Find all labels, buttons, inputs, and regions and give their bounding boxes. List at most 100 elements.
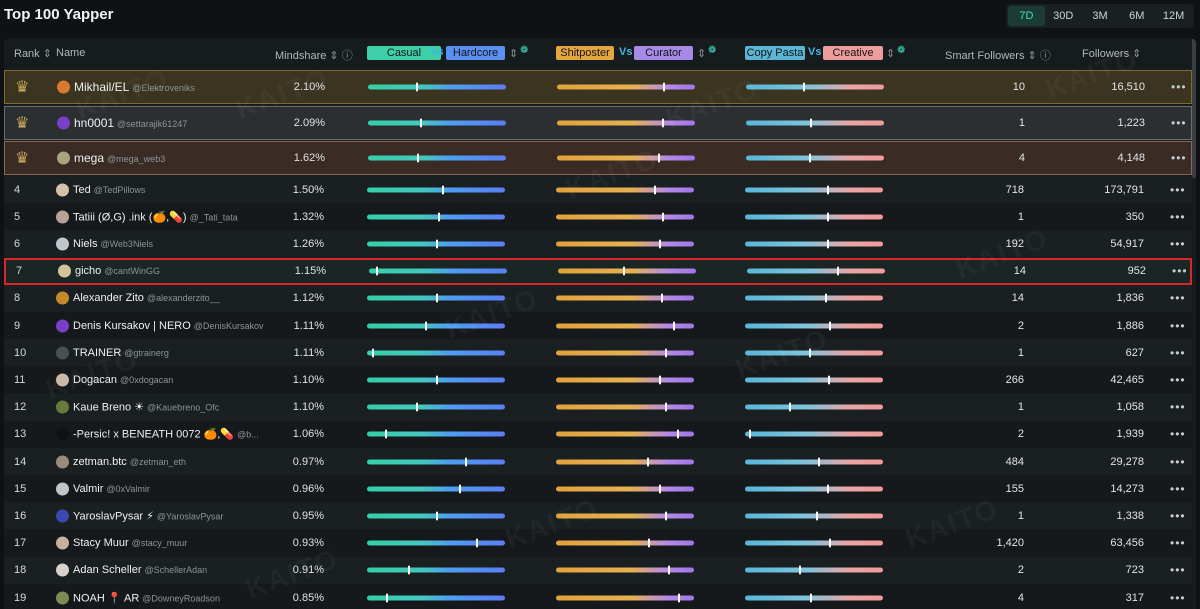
smart-followers-header[interactable]: Smart Followers ⇕ ⓘ — [945, 50, 1051, 62]
more-icon[interactable]: ••• — [1170, 536, 1186, 551]
user-name[interactable]: zetman.btc @zetman_eth — [73, 456, 186, 468]
avatar[interactable] — [56, 427, 69, 441]
table-row[interactable]: 11 Dogacan @0xdogacan 1.10% 266 42,465 ••• — [4, 366, 1192, 394]
mindshare-value: 0.97% — [292, 455, 324, 468]
avatar[interactable] — [56, 591, 69, 604]
tab-30d[interactable]: 30D — [1053, 10, 1074, 22]
user-name[interactable]: YaroslavPysar ⚡ @YaroslavPysar — [73, 509, 223, 522]
info-icon: ⓘ — [1039, 50, 1051, 62]
avatar[interactable] — [56, 346, 69, 360]
avatar[interactable] — [56, 536, 69, 550]
user-name[interactable]: Mikhail/EL @Elektroveniks — [74, 80, 195, 94]
user-name[interactable]: TRAINER @gtrainerg — [73, 347, 169, 359]
tab-12m[interactable]: 12M — [1162, 10, 1185, 22]
table-row[interactable]: ♛ Mikhail/EL @Elektroveniks 2.10% 10 16,510 ••… — [4, 70, 1192, 104]
gear-icon[interactable]: ❁ — [708, 45, 717, 56]
more-icon[interactable]: ••• — [1170, 563, 1186, 578]
followers-header[interactable]: Followers ⇕ — [1082, 48, 1142, 60]
table-row[interactable]: 9 Denis Kursakov | NERO @DenisKursakov 1.11… — [4, 312, 1192, 339]
tab-3m[interactable]: 3M — [1092, 10, 1108, 22]
gear-icon[interactable]: ❁ — [520, 45, 529, 56]
table-row[interactable]: ♛ mega @mega_web3 1.62% 4 4,148 ••• — [4, 141, 1192, 175]
more-icon[interactable]: ••• — [1172, 264, 1188, 279]
avatar[interactable] — [57, 151, 70, 165]
table-row[interactable]: 12 Kaue Breno ☀ @Kauebreno_Ofc 1.10% 1 1,058 •… — [4, 393, 1192, 421]
table-row[interactable]: 6 Niels @Web3Niels 1.26% 192 54,917 ••• — [4, 230, 1192, 258]
avatar[interactable] — [56, 400, 69, 414]
user-name[interactable]: Adan Scheller @SchellerAdan — [73, 564, 207, 576]
rank-header[interactable]: Rank ⇕ — [14, 48, 52, 60]
more-icon[interactable]: ••• — [1170, 182, 1186, 197]
more-icon[interactable]: ••• — [1170, 400, 1186, 415]
user-name[interactable]: NOAH 📍 AR @DowneyRoadson — [73, 591, 220, 604]
table-row[interactable]: 15 Valmir @0xValmir 0.96% 155 14,273 ••• — [4, 475, 1192, 503]
user-name[interactable]: Ted @TedPillows — [73, 184, 145, 196]
user-name[interactable]: Denis Kursakov | NERO @DenisKursakov — [73, 320, 263, 332]
user-name[interactable]: mega @mega_web3 — [74, 151, 165, 165]
avatar[interactable] — [56, 563, 69, 577]
avatar[interactable] — [56, 373, 69, 387]
avatar[interactable] — [56, 183, 69, 196]
user-name[interactable]: gicho @cantWinGG — [75, 265, 160, 277]
more-icon[interactable]: ••• — [1170, 508, 1186, 523]
avatar[interactable] — [56, 509, 69, 523]
avatar[interactable] — [56, 291, 69, 305]
user-name[interactable]: Alexander Zito @alexanderzito__ — [73, 292, 220, 304]
table-row[interactable]: 14 zetman.btc @zetman_eth 0.97% 484 29,278 ••• — [4, 448, 1192, 475]
user-name[interactable]: hn0001 @settarajik61247 — [74, 116, 187, 130]
sort-icon[interactable]: ⇕ — [697, 48, 707, 60]
user-name[interactable]: Tatiii (Ø,G) .ink (🍊,💊) @_Tati_tata — [73, 210, 238, 223]
user-name[interactable]: Valmir @0xValmir — [73, 483, 150, 495]
gear-icon[interactable]: ❁ — [897, 45, 906, 56]
more-icon[interactable]: ••• — [1170, 291, 1186, 306]
more-icon[interactable]: ••• — [1170, 318, 1186, 333]
sort-icon[interactable]: ⇕ — [509, 48, 519, 60]
tab-6m[interactable]: 6M — [1129, 10, 1145, 22]
more-icon[interactable]: ••• — [1171, 116, 1187, 130]
table-row[interactable]: 10 TRAINER @gtrainerg 1.11% 1 627 ••• — [4, 339, 1192, 367]
avatar[interactable] — [56, 455, 69, 468]
scrollbar[interactable] — [1192, 38, 1196, 178]
more-icon[interactable]: ••• — [1170, 372, 1186, 387]
more-icon[interactable]: ••• — [1170, 590, 1186, 605]
table-row[interactable]: 13 -Persic! x BENEATH 0072 🍊,💊 @b... 1.06% 2… — [4, 420, 1192, 448]
more-icon[interactable]: ••• — [1170, 209, 1186, 224]
table-row[interactable]: 18 Adan Scheller @SchellerAdan 0.91% 2 723 ••• — [4, 556, 1192, 584]
bar-marker — [436, 375, 439, 385]
more-icon[interactable]: ••• — [1170, 427, 1186, 442]
avatar[interactable] — [57, 80, 70, 94]
more-icon[interactable]: ••• — [1170, 481, 1186, 496]
table-row[interactable]: 4 Ted @TedPillows 1.50% 718 173,791 ••• — [4, 176, 1192, 203]
mindshare-header[interactable]: Mindshare ⇕ ⓘ — [275, 50, 353, 62]
avatar[interactable] — [58, 264, 71, 278]
user-name[interactable]: Niels @Web3Niels — [73, 238, 153, 250]
user-name[interactable]: Dogacan @0xdogacan — [73, 374, 173, 386]
table-row[interactable]: 7 gicho @cantWinGG 1.15% 14 952 ••• — [4, 257, 1192, 285]
more-icon[interactable]: ••• — [1170, 345, 1186, 360]
avatar[interactable] — [56, 237, 69, 251]
more-icon[interactable]: ••• — [1170, 236, 1186, 251]
sort-icon[interactable]: ⇕ — [886, 48, 896, 60]
table-row[interactable]: 19 NOAH 📍 AR @DowneyRoadson 0.85% 4 317 ••• — [4, 584, 1192, 609]
table-row[interactable]: ♛ hn0001 @settarajik61247 2.09% 1 1,223 ••• — [4, 106, 1192, 140]
table-row[interactable]: 17 Stacy Muur @stacy_muur 0.93% 1,420 63,456 •… — [4, 529, 1192, 557]
avatar[interactable] — [56, 319, 69, 332]
more-icon[interactable]: ••• — [1171, 151, 1187, 165]
more-icon[interactable]: ••• — [1170, 454, 1186, 469]
table-row[interactable]: 16 YaroslavPysar ⚡ @YaroslavPysar 0.95% 1 1,3… — [4, 502, 1192, 530]
more-icon[interactable]: ••• — [1171, 80, 1187, 94]
tab-7d[interactable]: 7D — [1008, 6, 1045, 26]
user-name[interactable]: -Persic! x BENEATH 0072 🍊,💊 @b... — [73, 428, 259, 441]
user-name[interactable]: Kaue Breno ☀ @Kauebreno_Ofc — [73, 401, 219, 414]
avatar[interactable] — [56, 210, 69, 224]
rank-value: 6 — [14, 237, 21, 250]
avatar[interactable] — [57, 116, 70, 130]
user-handle: @gtrainerg — [124, 347, 169, 358]
user-name[interactable]: Stacy Muur @stacy_muur — [73, 537, 187, 549]
avatar[interactable] — [56, 482, 69, 496]
table-row[interactable]: 5 Tatiii (Ø,G) .ink (🍊,💊) @_Tati_tata 1.32%… — [4, 203, 1192, 231]
display-name: TRAINER — [73, 346, 122, 359]
rank-value: 5 — [14, 210, 21, 223]
vs-label: Vs — [808, 46, 822, 58]
table-row[interactable]: 8 Alexander Zito @alexanderzito__ 1.12% 14 1,… — [4, 284, 1192, 312]
